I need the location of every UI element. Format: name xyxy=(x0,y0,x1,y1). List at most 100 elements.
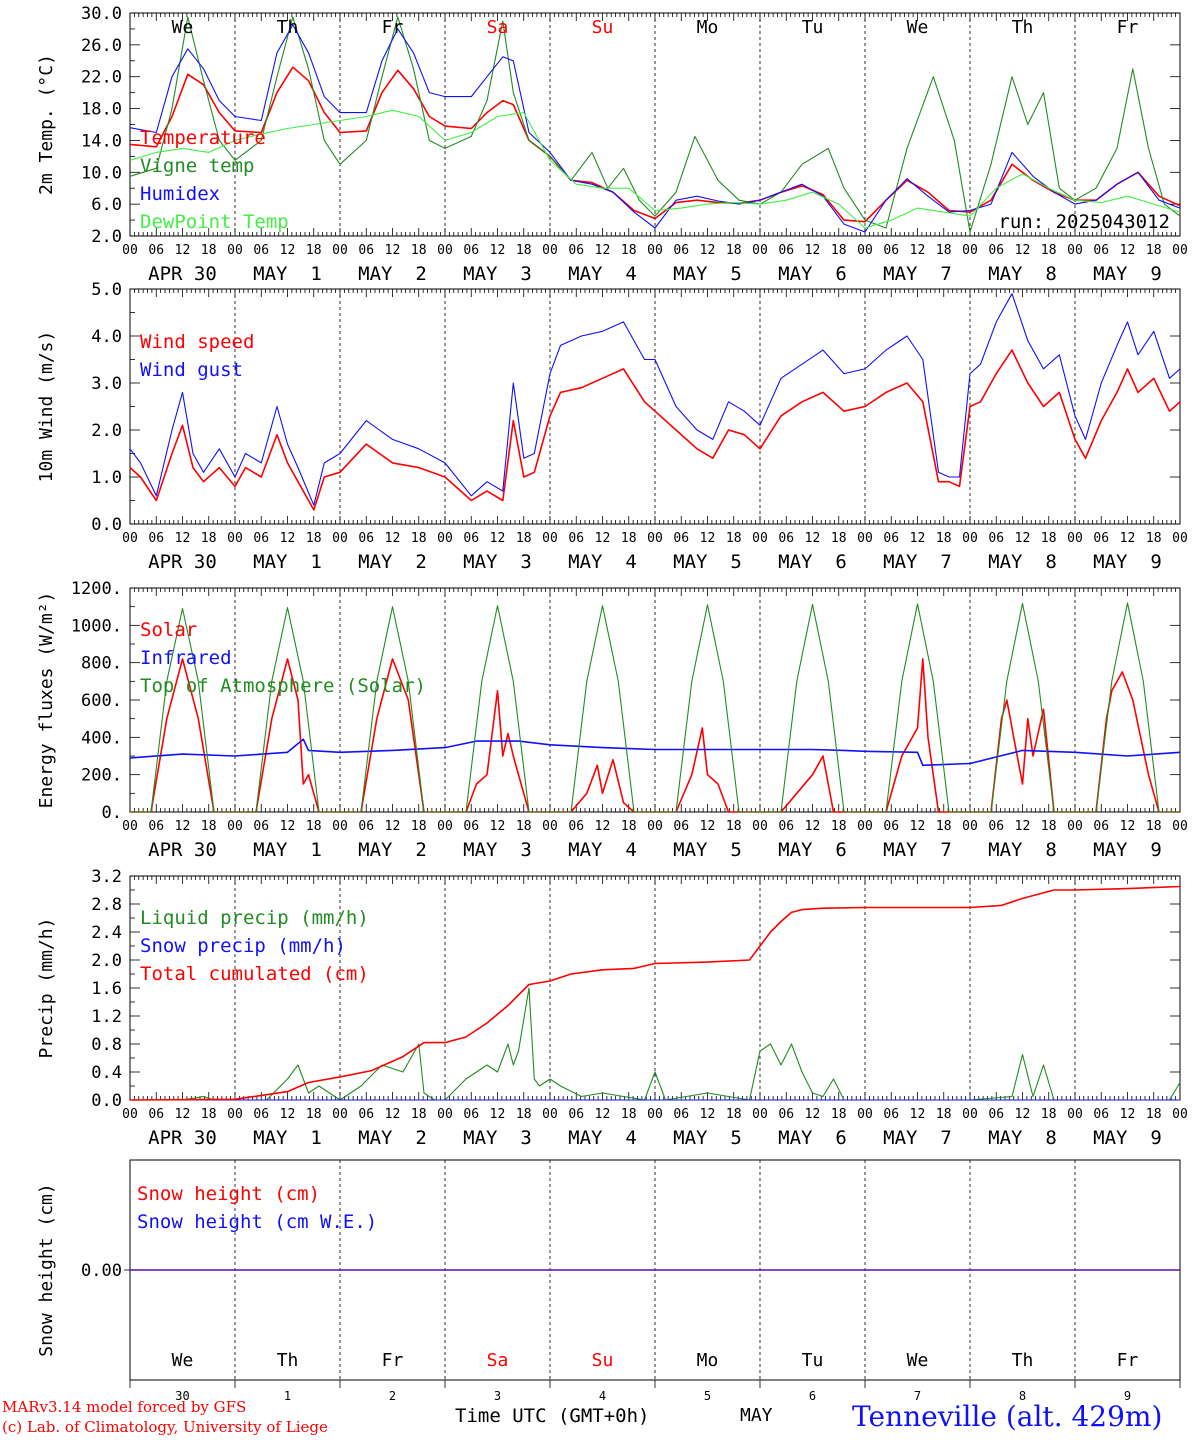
weekday-label: Sa xyxy=(487,17,509,38)
y-tick-label: 1200. xyxy=(71,579,122,599)
date-label: MAY 8 xyxy=(988,1127,1057,1149)
y-tick-label: 1.0 xyxy=(91,468,122,488)
hour-tick-label: 12 xyxy=(280,531,296,546)
hour-tick-label: 18 xyxy=(1146,243,1162,258)
hour-tick-label: 06 xyxy=(673,1107,689,1122)
date-label: MAY 1 xyxy=(253,263,322,285)
legend-entry: Wind gust xyxy=(140,359,243,381)
hour-tick-label: 12 xyxy=(595,1107,611,1122)
hour-tick-label: 06 xyxy=(253,1107,269,1122)
series-line-wind-gust xyxy=(129,293,1181,506)
copyright: (c) Lab. of Climatology, University of L… xyxy=(2,1418,328,1436)
hour-tick-label: 06 xyxy=(148,819,164,834)
hour-tick-label: 18 xyxy=(726,1107,742,1122)
hour-tick-label: 06 xyxy=(883,819,899,834)
date-label: MAY 4 xyxy=(568,551,637,573)
hour-tick-label: 18 xyxy=(1146,531,1162,546)
legend-entry: Total cumulated (cm) xyxy=(140,963,369,985)
date-label: MAY 6 xyxy=(778,551,847,573)
hour-tick-label: 12 xyxy=(910,531,926,546)
hour-tick-label: 06 xyxy=(778,243,794,258)
hour-tick-label: 12 xyxy=(595,243,611,258)
hour-tick-label: 00 xyxy=(752,1107,768,1122)
hour-tick-label: 18 xyxy=(201,531,217,546)
weekday-label: Th xyxy=(277,1350,299,1371)
y-tick-label: 2.8 xyxy=(91,895,122,915)
hour-tick-label: 00 xyxy=(122,819,138,834)
x-axis-title: Time UTC (GMT+0h) xyxy=(455,1405,650,1427)
weekday-label: Su xyxy=(592,17,614,38)
date-label: MAY 7 xyxy=(883,839,952,861)
legend-entry: Snow height (cm) xyxy=(137,1183,320,1205)
hour-tick-label: 12 xyxy=(1015,819,1031,834)
date-label: MAY 3 xyxy=(463,839,532,861)
y-tick-label: 6.0 xyxy=(91,195,122,215)
hour-tick-label: 00 xyxy=(857,1107,873,1122)
hour-tick-label: 00 xyxy=(1172,243,1188,258)
date-label: MAY 6 xyxy=(778,839,847,861)
legend-entry: Wind speed xyxy=(140,331,254,353)
date-label: MAY 3 xyxy=(463,1127,532,1149)
hour-tick-label: 06 xyxy=(568,1107,584,1122)
date-label: MAY 5 xyxy=(673,551,742,573)
hour-tick-label: 12 xyxy=(1015,1107,1031,1122)
date-label: MAY 1 xyxy=(253,839,322,861)
y-tick-label: 2.0 xyxy=(91,421,122,441)
panel-5: We Th Fr Sa Su Mo Tu We Th Fr 30 1 2 3 4 5 6 7 8 9 0.00 Snow … xyxy=(36,1159,1181,1403)
hour-tick-label: 06 xyxy=(1093,531,1109,546)
hour-tick-label: 12 xyxy=(1120,243,1136,258)
hour-tick-label: 18 xyxy=(936,1107,952,1122)
hour-tick-label: 06 xyxy=(358,243,374,258)
hour-tick-label: 18 xyxy=(621,1107,637,1122)
date-label: MAY 5 xyxy=(673,1127,742,1149)
y-tick-label: 1000. xyxy=(71,616,122,636)
hour-tick-label: 18 xyxy=(306,819,322,834)
day-number: 1 xyxy=(284,1389,291,1403)
hour-tick-label: 00 xyxy=(332,819,348,834)
date-label: MAY 1 xyxy=(253,551,322,573)
hour-tick-label: 00 xyxy=(857,819,873,834)
hour-tick-label: 00 xyxy=(437,819,453,834)
y-axis-title: 2m Temp. (°C) xyxy=(36,54,57,195)
y-tick-label: 400. xyxy=(81,728,122,748)
y-axis-title: Snow height (cm) xyxy=(36,1183,57,1356)
hour-tick-label: 12 xyxy=(175,531,191,546)
hour-tick-label: 18 xyxy=(411,1107,427,1122)
hour-tick-label: 06 xyxy=(673,819,689,834)
hour-tick-label: 06 xyxy=(148,531,164,546)
hour-tick-label: 06 xyxy=(253,819,269,834)
hour-tick-label: 12 xyxy=(700,819,716,834)
hour-tick-label: 12 xyxy=(805,531,821,546)
hour-tick-label: 06 xyxy=(1093,243,1109,258)
date-label: APR 30 xyxy=(148,263,217,285)
hour-tick-label: 12 xyxy=(910,819,926,834)
date-label: MAY 9 xyxy=(1093,839,1162,861)
hour-tick-label: 18 xyxy=(621,243,637,258)
hour-tick-label: 12 xyxy=(280,243,296,258)
hour-tick-label: 18 xyxy=(201,243,217,258)
series-line-humidex xyxy=(129,24,1181,233)
plot-frame xyxy=(129,12,1181,237)
weekday-label: Fr xyxy=(1117,17,1139,38)
date-label: MAY 8 xyxy=(988,263,1057,285)
legend-entry: Top of Atmosphere (Solar) xyxy=(140,675,426,697)
weekday-label: Fr xyxy=(1117,1350,1139,1371)
hour-tick-label: 18 xyxy=(201,819,217,834)
date-label: MAY 2 xyxy=(358,1127,427,1149)
hour-tick-label: 18 xyxy=(1041,243,1057,258)
hour-tick-label: 12 xyxy=(280,1107,296,1122)
hour-tick-label: 18 xyxy=(831,1107,847,1122)
date-label: APR 30 xyxy=(148,839,217,861)
hour-tick-label: 12 xyxy=(385,531,401,546)
y-tick-label: 0.4 xyxy=(91,1063,122,1083)
hour-tick-label: 12 xyxy=(385,819,401,834)
hour-tick-label: 12 xyxy=(1015,243,1031,258)
hour-tick-label: 00 xyxy=(1172,819,1188,834)
hour-tick-label: 06 xyxy=(1093,1107,1109,1122)
weekday-label: Fr xyxy=(382,1350,404,1371)
date-label: MAY 8 xyxy=(988,551,1057,573)
y-tick-label: 2.4 xyxy=(91,923,122,943)
hour-tick-label: 12 xyxy=(910,1107,926,1122)
y-tick-label: 3.2 xyxy=(91,867,122,887)
